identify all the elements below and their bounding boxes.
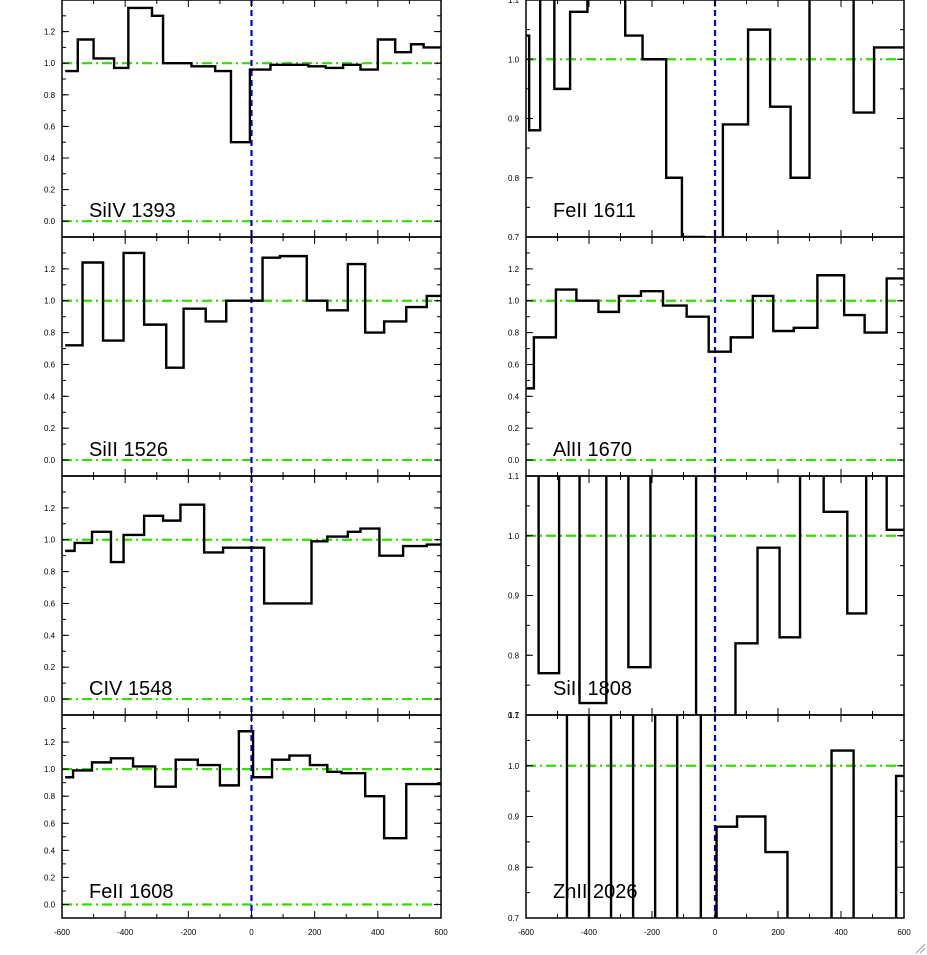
- y-tick-label: 1.2: [44, 738, 56, 747]
- y-tick-label: 1.2: [44, 28, 56, 37]
- x-tick-label: -400: [117, 928, 134, 937]
- spectrum-step-line: [537, 476, 904, 715]
- plot-area: [62, 0, 441, 237]
- y-tick-label: 1.1: [508, 711, 520, 720]
- x-tick-label: 200: [308, 928, 322, 937]
- ion-label: AlII 1670: [553, 439, 632, 461]
- y-tick-label: 0.8: [508, 329, 520, 338]
- plot-area: [62, 715, 441, 918]
- y-tick-label: 0.8: [44, 792, 56, 801]
- spectrum-step-line: [65, 6, 441, 144]
- y-tick-label: 0.8: [44, 568, 56, 577]
- ion-label: SiIV 1393: [89, 200, 176, 222]
- y-tick-label: 0.4: [44, 846, 56, 855]
- ion-label: FeII 1611: [553, 200, 636, 222]
- x-tick-label: -200: [180, 928, 197, 937]
- y-tick-label: 1.2: [508, 265, 520, 274]
- plot-area: [62, 476, 441, 715]
- y-tick-label: 1.2: [44, 504, 56, 513]
- y-tick-label: 0.7: [508, 233, 520, 242]
- y-tick-label: 0.2: [44, 424, 56, 433]
- spectrum-step-line: [526, 0, 904, 237]
- y-tick-label: 0.0: [44, 900, 56, 909]
- ion-label: CIV 1548: [89, 678, 172, 700]
- y-tick-label: 0.6: [44, 360, 56, 369]
- y-tick-label: 0.4: [44, 154, 56, 163]
- ion-label: ZnII 2026: [553, 881, 638, 903]
- x-tick-label: 600: [897, 928, 911, 937]
- x-tick-label: -600: [518, 928, 535, 937]
- y-tick-label: 0.6: [44, 819, 56, 828]
- y-tick-label: 0.8: [508, 863, 520, 872]
- spectrum-step-line: [565, 715, 904, 918]
- y-tick-label: 1.0: [44, 536, 56, 545]
- y-tick-label: 0.2: [44, 186, 56, 195]
- ion-label: FeII 1608: [89, 881, 174, 903]
- y-tick-label: 1.0: [44, 59, 56, 68]
- panel-alii-1670: 0.0 0.2 0.4 0.6 0.8 1.0 1.2 AlII 1670: [508, 236, 905, 477]
- y-tick-label: 0.8: [44, 329, 56, 338]
- y-tick-label: 0.4: [44, 631, 56, 640]
- panel-feii-1608: 0.0 0.2 0.4 0.6 0.8 1.0 1.2 FeII 1608: [44, 714, 442, 919]
- y-tick-label: 0.9: [508, 813, 520, 822]
- y-tick-label: 1.1: [508, 472, 520, 481]
- x-tick-label: 0: [249, 928, 254, 937]
- x-tick-label: 200: [771, 928, 785, 937]
- x-tick-label: -200: [644, 928, 661, 937]
- y-tick-label: 0.6: [44, 122, 56, 131]
- spectrum-step-line: [65, 730, 441, 840]
- panel-siiv-1393: 0.0 0.2 0.4 0.6 0.8 1.0 1.2 SiIV 1393: [44, 0, 442, 238]
- ion-label: SiII 1808: [553, 678, 632, 700]
- x-tick-label: 600: [434, 928, 448, 937]
- y-tick-label: 0.0: [44, 695, 56, 704]
- y-tick-label: 0.7: [508, 711, 520, 720]
- y-tick-label: 0.8: [508, 651, 520, 660]
- y-tick-label: 0.8: [44, 91, 56, 100]
- spectrum-step-line: [65, 251, 441, 369]
- plot-area: [526, 237, 904, 476]
- panel-znii-2026: 0.7 0.8 0.9 1.0 1.1 ZnII 2026: [508, 711, 905, 923]
- x-tick-label: -600: [54, 928, 71, 937]
- y-tick-label: 0.0: [44, 217, 56, 226]
- y-tick-label: 1.2: [44, 265, 56, 274]
- y-tick-label: 0.2: [44, 663, 56, 672]
- spectrum-step-line: [65, 503, 441, 605]
- panel-civ-1548: 0.0 0.2 0.4 0.6 0.8 1.0 1.2 CIV 1548: [44, 475, 442, 716]
- ion-label: SiII 1526: [89, 439, 168, 461]
- resize-grip-icon[interactable]: [914, 942, 926, 954]
- plot-area: [526, 715, 904, 918]
- y-tick-label: 0.9: [508, 592, 520, 601]
- y-tick-label: 1.1: [508, 0, 520, 5]
- y-tick-label: 0.7: [508, 914, 520, 923]
- plot-area: [526, 476, 904, 715]
- y-tick-label: 0.4: [508, 392, 520, 401]
- y-tick-label: 1.0: [508, 297, 520, 306]
- x-tick-label: 400: [371, 928, 385, 937]
- y-tick-label: 1.0: [508, 532, 520, 541]
- y-tick-label: 0.0: [44, 456, 56, 465]
- y-tick-label: 0.4: [44, 392, 56, 401]
- y-tick-label: 0.6: [508, 360, 520, 369]
- y-tick-label: 0.0: [508, 456, 520, 465]
- y-tick-label: 0.6: [44, 599, 56, 608]
- x-tick-label: 0: [713, 928, 718, 937]
- panel-siii-1526: 0.0 0.2 0.4 0.6 0.8 1.0 1.2 SiII 1526: [44, 236, 442, 477]
- y-tick-label: 1.0: [508, 55, 520, 64]
- y-tick-label: 1.0: [44, 297, 56, 306]
- y-tick-label: 0.9: [508, 115, 520, 124]
- plot-area: [526, 0, 904, 237]
- x-tick-label: 400: [834, 928, 848, 937]
- y-tick-label: 0.2: [44, 873, 56, 882]
- x-tick-label: -400: [581, 928, 598, 937]
- y-tick-label: 1.0: [44, 765, 56, 774]
- y-tick-label: 0.8: [508, 174, 520, 183]
- plot-area: [62, 237, 441, 476]
- y-tick-label: 0.2: [508, 424, 520, 433]
- spectrum-step-line: [526, 274, 904, 390]
- y-tick-label: 1.0: [508, 762, 520, 771]
